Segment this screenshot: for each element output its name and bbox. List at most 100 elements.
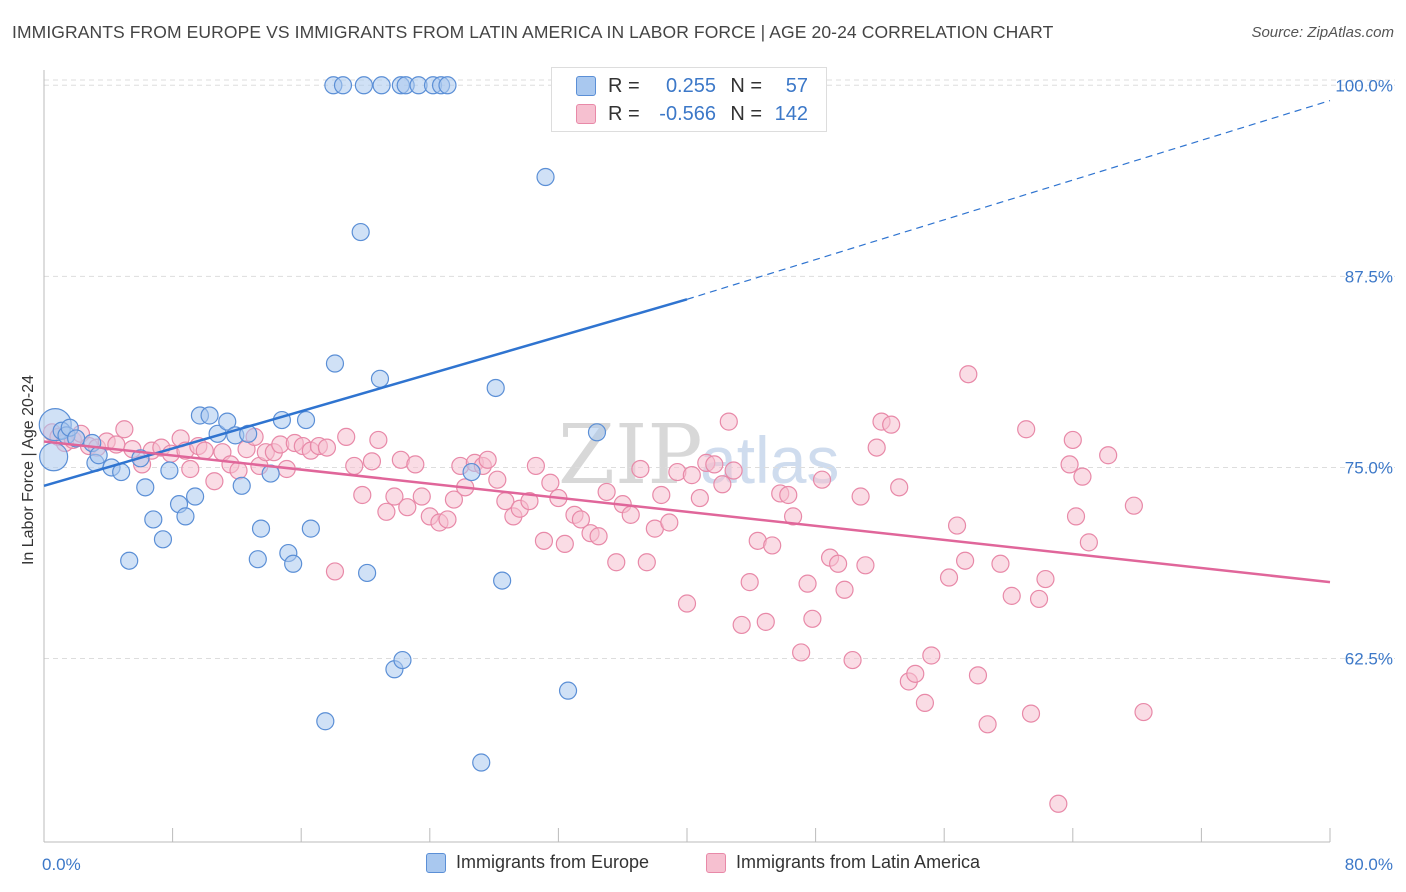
europe-trend-line [43, 298, 688, 488]
latam-point [1079, 533, 1098, 552]
europe-trend-extension [686, 100, 1331, 300]
latam-point [690, 488, 709, 508]
latam-point [406, 455, 425, 474]
tick-labels: 62.5% 75.0% 87.5% 100.0% 0.0% 80.0% [42, 76, 1393, 874]
europe-point [354, 76, 373, 95]
y-axis-label: In Labor Force | Age 20-24 [20, 375, 37, 565]
europe-point [472, 753, 491, 772]
r-label: R = [608, 74, 640, 97]
latam-point [779, 485, 798, 505]
europe-point [144, 510, 163, 529]
n-label: N = [730, 74, 762, 97]
europe-point [176, 507, 195, 526]
europe-point [186, 487, 205, 506]
r-value: -0.566 [659, 102, 716, 125]
latam-point [803, 609, 822, 628]
europe-legend-label: Immigrants from Europe [456, 852, 650, 872]
europe-point [136, 478, 155, 497]
latam-point [195, 441, 214, 460]
europe-point [393, 650, 412, 670]
latam-point [115, 420, 134, 439]
latam-point [939, 568, 959, 587]
r-value: 0.255 [665, 74, 716, 97]
grid [44, 79, 1395, 660]
trend-lines [43, 100, 1331, 584]
latam-point [377, 502, 396, 521]
latam-swatch [576, 104, 596, 124]
latam-point [740, 573, 759, 592]
latam-point [955, 551, 975, 570]
latam-point [915, 693, 935, 712]
legend-item-latam[interactable]: Immigrants from Latin America [706, 852, 980, 873]
latam-point [856, 556, 875, 575]
watermark: ZIP atlas [558, 408, 839, 503]
latam-point [1124, 496, 1143, 515]
latam-point [652, 485, 671, 505]
latam-point [205, 472, 224, 491]
europe-point [372, 76, 391, 95]
latam-point [978, 715, 997, 734]
europe-point [160, 461, 179, 480]
latam-point [798, 574, 817, 593]
chart-title: IMMIGRANTS FROM EUROPE VS IMMIGRANTS FRO… [12, 22, 1054, 42]
latam-point [959, 365, 978, 384]
latam-point [317, 438, 337, 457]
latam-point [362, 452, 382, 471]
latam-point [713, 475, 732, 494]
legend-row-europe: R = 0.255 N = 57 [576, 73, 808, 99]
latam-point [1134, 702, 1153, 722]
europe-point [358, 563, 377, 583]
legend-item-europe[interactable]: Immigrants from Europe [426, 852, 649, 873]
latam-point [526, 456, 545, 476]
latam-point [829, 554, 848, 573]
latam-point [843, 650, 862, 670]
latam-point [783, 507, 803, 526]
latam-point [438, 510, 457, 529]
legend-row-latam: R = -0.566 N = 142 [576, 101, 808, 127]
y-tick-label: 62.5% [1345, 650, 1393, 669]
latam-point [520, 491, 539, 511]
latam-point [181, 459, 200, 479]
latam-point [705, 455, 724, 474]
latam-point [541, 473, 560, 492]
n-label: N = [730, 102, 762, 125]
latam-point [906, 664, 925, 683]
n-value: 57 [785, 74, 808, 97]
latam-point [682, 466, 701, 485]
latam-point [835, 580, 854, 599]
latam-point [724, 461, 743, 480]
latam-legend-swatch [706, 852, 726, 873]
latam-point [607, 553, 626, 572]
latam-point [478, 450, 497, 469]
latam-point [398, 498, 417, 517]
europe-point [438, 76, 457, 95]
latam-point [1066, 507, 1086, 526]
latam-point [890, 478, 909, 497]
source-label: Source: ZipAtlas.com [1251, 24, 1394, 41]
latam-point [621, 505, 640, 524]
latam-point [325, 562, 345, 581]
europe-point [558, 681, 578, 700]
latam-point [947, 516, 967, 535]
n-value: 142 [774, 102, 808, 125]
latam-point [660, 513, 679, 532]
r-label: R = [608, 102, 640, 125]
latam-point [1060, 455, 1079, 474]
latam-point [867, 438, 886, 457]
latam-point [968, 666, 988, 685]
x-tick-label: 0.0% [42, 855, 81, 874]
latam-point [756, 612, 775, 631]
latam-point [597, 482, 616, 502]
europe-point [153, 530, 173, 549]
latam-point [882, 415, 901, 434]
europe-point [39, 442, 69, 472]
latam-point [488, 470, 507, 489]
latam-point [763, 536, 782, 555]
latam-point [792, 643, 811, 662]
europe-point [296, 410, 316, 430]
latam-point [812, 470, 832, 489]
latam-point [412, 487, 431, 506]
latam-point [337, 427, 356, 446]
europe-point [325, 354, 345, 373]
